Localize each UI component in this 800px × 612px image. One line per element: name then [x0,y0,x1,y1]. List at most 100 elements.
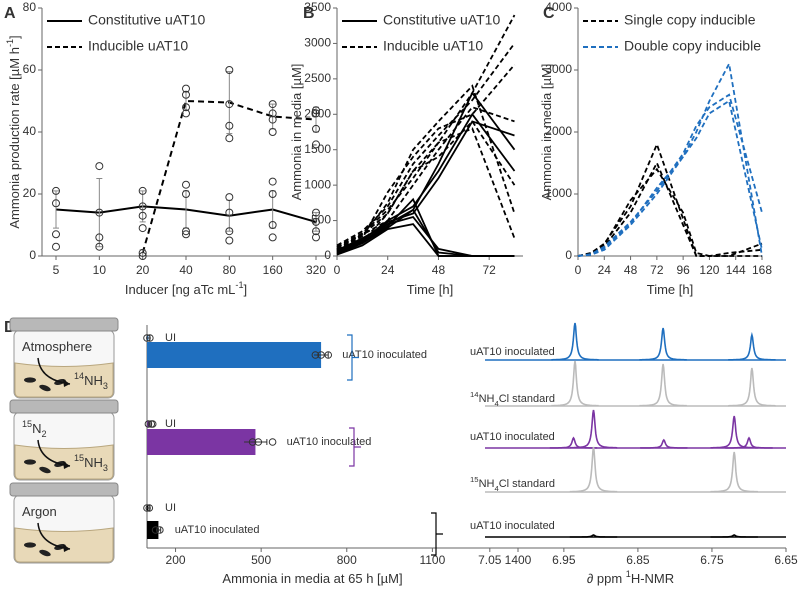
series-line [577,93,763,257]
series-line [336,223,515,257]
x-tick-label: 96 [676,263,690,277]
error-bar [226,71,233,135]
text-part: Inducer [ng aTc mL [125,282,236,297]
data-point [182,190,190,198]
data-point [182,103,190,112]
text-part: N [32,421,41,436]
x-tick-label: 0 [575,263,582,277]
text-part: -1 [235,280,243,290]
x-tick-label: 160 [263,263,283,277]
data-point [312,106,320,115]
x-tick-label: 20 [136,263,150,277]
data-point [182,90,190,99]
spectrum-peak [710,534,758,538]
text-part: H-NMR [631,571,674,586]
spectrum-peak [710,415,758,449]
x-tick-label: 800 [337,553,357,567]
data-point [225,121,234,130]
data-point [312,208,320,217]
data-point [182,84,190,93]
data-point [146,334,154,342]
data-point [312,140,320,149]
y-tick-label: 1000 [304,177,331,191]
text-part: NH [479,478,495,490]
data-point [138,202,147,211]
legend-label: Inducible uAT10 [383,38,483,54]
error-bar [96,178,103,248]
data-point [95,233,104,242]
text-part: Ammonia in media [µM] [289,64,304,201]
x-tick-label: 24 [381,263,395,277]
data-point [268,190,277,198]
legend-label: Constitutive uAT10 [383,12,500,28]
y-tick-label: 80 [23,0,37,14]
data-point [95,208,104,217]
data-point [182,180,190,189]
panel-label: C [543,5,555,22]
data-point [138,224,147,233]
jar-product-label: 15NH3 [74,453,108,473]
text-part: 15 [74,453,84,463]
x-tick-label: 10 [93,263,107,277]
bar-label: UI [165,502,176,514]
x-tick-label: 120 [699,263,719,277]
data-point [312,109,320,118]
x-axis-label: Time [h] [407,282,453,297]
x-tick-label: 72 [483,263,497,277]
x-tick-label: 80 [223,263,237,277]
y-tick-label: 1000 [545,186,572,200]
y-tick-label: 2500 [304,71,331,85]
y-axis-label: Ammonia production rate [µM h-1] [5,35,22,228]
series-line [336,64,516,252]
data-point [268,221,277,229]
x-tick-label: 0 [334,263,341,277]
trace-label: uAT10 inoculated [470,346,555,358]
x-tick-label: 5 [53,263,60,277]
jar-product-label: 14NH3 [74,371,108,391]
series-line [336,42,516,247]
data-point [182,230,190,239]
y-tick-label: 60 [23,62,37,76]
spectrum-peak [728,331,776,361]
panel-label: B [303,5,315,22]
text-part: uAT10 inoculated [470,520,555,532]
data-point [268,128,277,136]
x-tick-label: 500 [251,553,271,567]
bar-label: uAT10 inoculated [287,436,372,448]
text-part: Time [h] [647,282,693,297]
legend-label: Inducible uAT10 [88,38,188,54]
text-part: 1 [626,569,631,579]
y-tick-label: 2000 [304,106,331,120]
bacterium [39,549,51,557]
y-tick-label: 0 [29,248,36,262]
spectrum-peak [569,446,618,493]
text-part: NH [84,373,103,388]
data-point [138,252,147,260]
text-part: 4 [494,399,499,408]
jar-gas-label: 15N2 [22,419,47,439]
data-point [138,211,147,220]
brace [349,427,361,467]
jar-lid [9,482,119,497]
y-tick-label: 3000 [304,36,331,50]
data-point [225,193,234,202]
x-tick-label: 24 [598,263,612,277]
text-part: 15 [22,419,32,429]
text-part: Ammonia in media [µM] [539,64,554,201]
text-part: Cl standard [499,393,555,405]
y-tick-label: 500 [311,213,331,227]
error-bar [53,190,59,229]
data-point [254,438,263,446]
y-tick-label: 20 [23,186,37,200]
series-line [336,120,515,252]
x-axis-label: Inducer [ng aTc mL-1] [125,280,247,297]
spectrum-peak [710,451,759,493]
text-part: 14 [470,390,479,399]
bar-label: uAT10 inoculated [175,524,260,536]
series-line [577,141,763,257]
series-line [336,127,516,248]
data-point [312,217,320,226]
x-axis-label: Ammonia in media at 65 h [µM] [222,571,402,586]
text-part: Ammonia in media at 65 h [µM] [222,571,402,586]
legend-label: Double copy inducible [624,38,761,54]
